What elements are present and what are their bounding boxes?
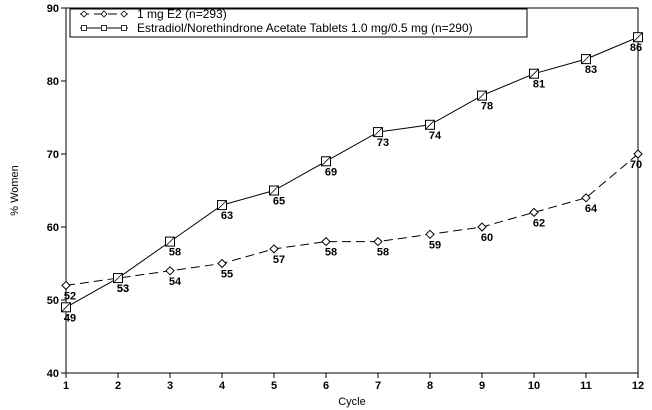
data-label: 62 <box>533 217 545 229</box>
x-tick-label: 4 <box>219 380 226 392</box>
legend-diamond-marker <box>100 10 108 18</box>
data-label: 57 <box>273 254 285 266</box>
diamond-marker <box>269 244 279 254</box>
series-line <box>65 36 639 308</box>
x-tick-label: 6 <box>323 380 329 392</box>
y-axis-ticks: 40 50 60 70 80 90 <box>47 3 66 380</box>
legend-diamond-marker <box>120 10 128 18</box>
diamond-marker <box>373 236 383 247</box>
x-tick-label: 9 <box>479 380 485 392</box>
y-tick-label: 50 <box>47 295 59 307</box>
data-label: 83 <box>585 64 597 76</box>
data-label: 63 <box>221 210 233 222</box>
legend-diamond-marker <box>80 10 88 18</box>
data-label: 52 <box>64 290 76 302</box>
legend-square-marker <box>101 25 107 31</box>
square-marker-stroke <box>269 185 279 196</box>
x-tick-label: 2 <box>115 380 121 392</box>
y-tick-label: 90 <box>47 3 59 15</box>
axes <box>65 7 639 374</box>
data-label: 53 <box>117 283 129 295</box>
data-label: 64 <box>585 203 598 215</box>
square-marker-stroke <box>61 302 71 313</box>
x-tick-label: 12 <box>632 380 644 392</box>
x-tick-label: 11 <box>580 380 592 392</box>
diamond-marker <box>581 193 591 203</box>
square-marker-stroke <box>217 200 227 210</box>
square-marker-stroke <box>529 68 539 79</box>
data-label: 49 <box>64 312 76 324</box>
x-axis-title: Cycle <box>338 396 366 408</box>
y-tick-label: 40 <box>47 368 59 380</box>
data-label: 78 <box>481 101 493 113</box>
diamond-marker <box>529 207 539 218</box>
data-label: 58 <box>377 247 389 259</box>
x-tick-label: 1 <box>63 380 69 392</box>
x-tick-label: 8 <box>427 380 433 392</box>
square-marker-stroke <box>113 273 123 283</box>
x-tick-label: 10 <box>528 380 540 392</box>
legend-entry-label: Estradiol/Norethindrone Acetate Tablets … <box>137 21 473 35</box>
legend-square-marker <box>81 25 87 31</box>
data-label: 65 <box>273 196 285 208</box>
diamond-marker <box>165 266 175 276</box>
square-marker-stroke <box>425 120 435 130</box>
data-label: 73 <box>377 137 389 149</box>
diamond-marker <box>217 258 227 269</box>
legend: 1 mg E2 (n=293)Estradiol/Norethindrone A… <box>69 7 528 38</box>
data-label: 55 <box>221 269 233 281</box>
square-marker-stroke <box>373 127 383 137</box>
x-tick-label: 5 <box>271 380 277 392</box>
data-label: 58 <box>325 247 337 259</box>
square-marker-stroke <box>633 32 643 42</box>
data-label: 53 <box>117 283 129 295</box>
x-tick-label: 7 <box>375 380 381 392</box>
diamond-marker <box>633 149 643 159</box>
legend-box <box>69 8 528 38</box>
data-label: 60 <box>481 232 493 244</box>
data-label: 59 <box>429 239 441 251</box>
y-tick-label: 80 <box>47 76 59 88</box>
data-label: 58 <box>169 247 181 259</box>
legend-square-marker <box>121 25 127 31</box>
plot-frame <box>65 7 639 374</box>
square-marker-stroke <box>581 54 591 64</box>
y-tick-label: 60 <box>47 222 59 234</box>
x-axis-ticks: 1 2 3 4 5 6 7 8 9 10 11 12 <box>63 373 644 392</box>
square-marker-stroke <box>477 90 487 101</box>
diamond-marker <box>321 236 331 247</box>
diamond-marker <box>477 222 487 232</box>
y-tick-label: 70 <box>47 149 59 161</box>
x-tick-label: 3 <box>167 380 173 392</box>
diamond-marker <box>425 229 435 240</box>
data-label: 81 <box>533 79 545 91</box>
data-label: 86 <box>630 42 642 54</box>
diamond-marker <box>61 280 71 291</box>
data-label: 74 <box>429 130 442 142</box>
square-marker-stroke <box>321 156 331 167</box>
data-label: 69 <box>325 166 337 178</box>
legend-entry-label: 1 mg E2 (n=293) <box>137 7 227 21</box>
series-combination: 49 53 58 63 65 69 73 74 78 81 83 86 <box>61 32 643 324</box>
square-marker-stroke <box>165 236 175 247</box>
data-label: 54 <box>169 276 182 288</box>
series-estradiol: 52 53 54 55 57 58 58 59 60 62 64 70 <box>61 149 643 302</box>
data-label: 70 <box>630 159 642 171</box>
y-axis-title: % Women <box>9 165 21 216</box>
series-line <box>65 153 639 286</box>
